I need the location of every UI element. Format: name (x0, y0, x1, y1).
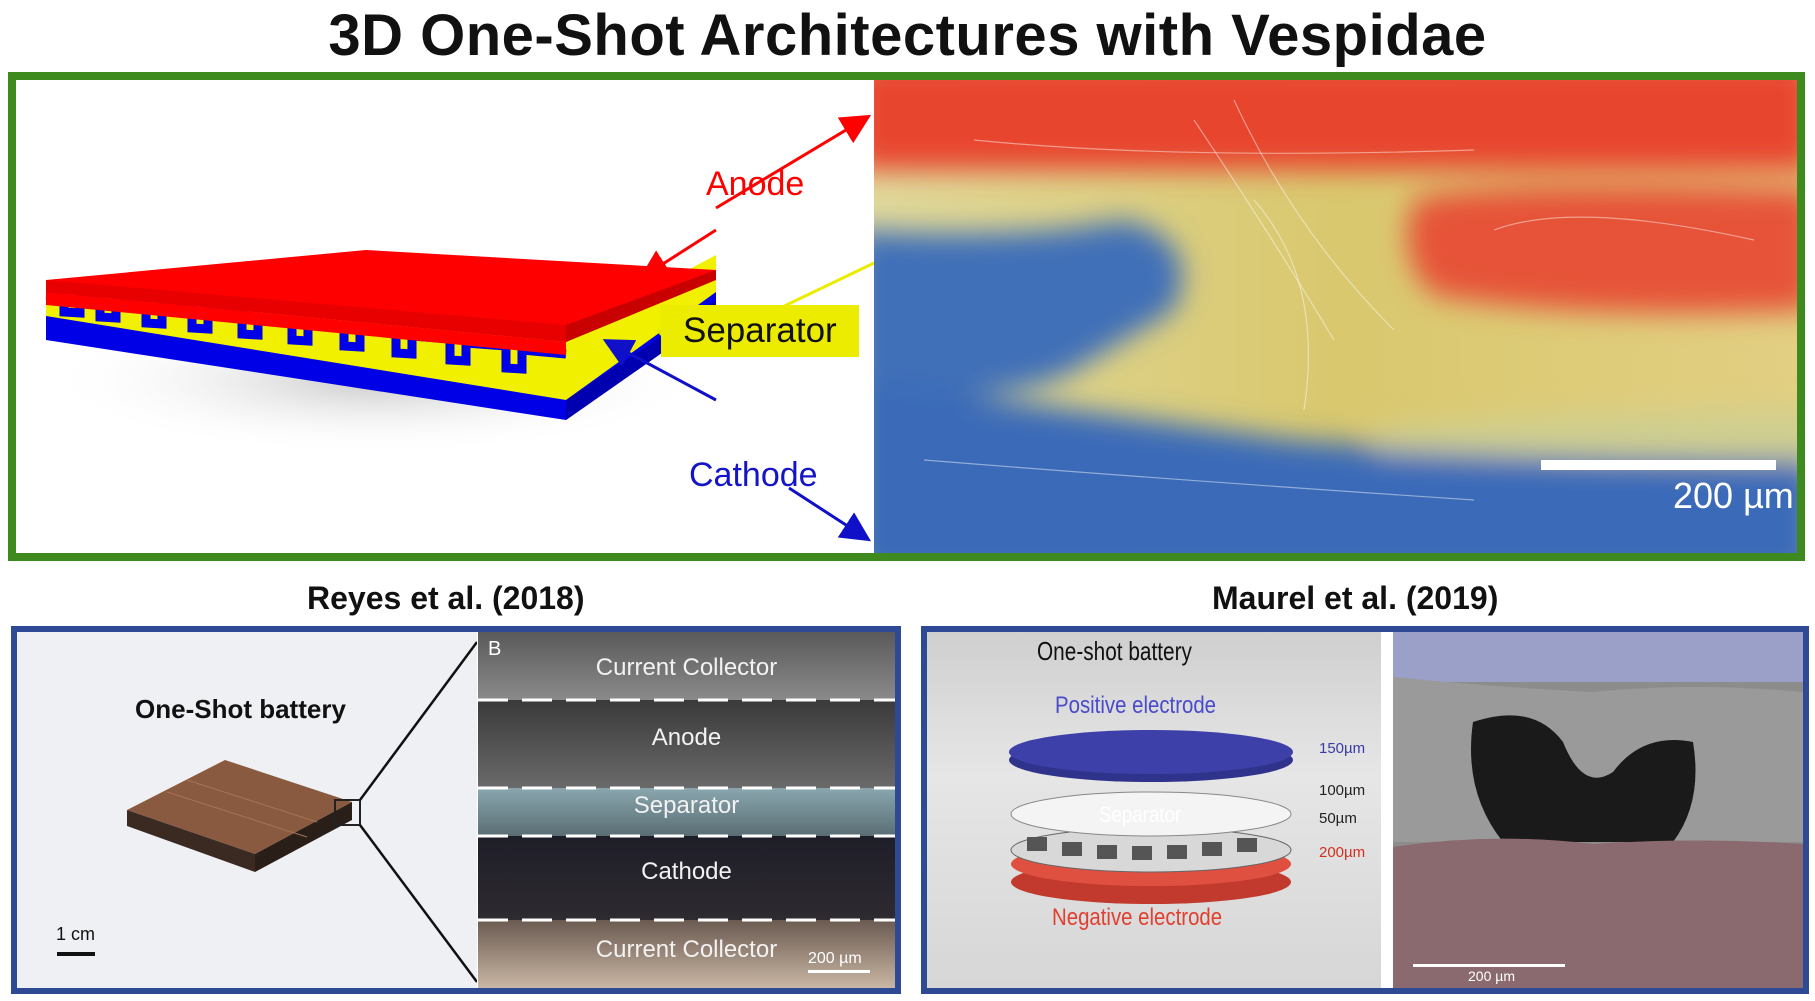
cathode-arrow-up (602, 339, 717, 402)
right-panel-heading: Maurel et al. (2019) (1212, 580, 1499, 616)
architecture-panel: Anode Separator Cathode 200 µm (8, 72, 1805, 561)
separator-label: Separator (661, 305, 859, 357)
dim-150: 150µm (1319, 740, 1366, 757)
scale-bar-label: 200 µm (1673, 475, 1794, 516)
sem-scale-bar (1413, 964, 1565, 967)
dim-50: 50µm (1319, 810, 1357, 827)
separator-disc (1010, 791, 1292, 837)
maurel-battery-label: One-shot battery (1037, 636, 1192, 666)
cm-scale-bar (57, 952, 95, 956)
layer-label-cathode: Cathode (641, 858, 732, 885)
anode-label: Anode (706, 165, 805, 203)
sem-image: 200 µm (1393, 632, 1803, 988)
dim-100: 100µm (1319, 782, 1366, 799)
battery-top (127, 760, 352, 854)
battery-schematic (45, 114, 876, 542)
zoom-box (334, 799, 361, 826)
page-title: 3D One-Shot Architectures with Vespidae (328, 3, 1487, 68)
cm-scale-label: 1 cm (56, 924, 96, 944)
inset-letter: B (488, 638, 502, 660)
layer-label-separator: Separator (633, 792, 740, 819)
sem-top-region (1393, 632, 1803, 682)
cathode-arrow-down (788, 486, 872, 542)
sem-bottom-region (1393, 838, 1803, 988)
left-panel-heading: Reyes et al. (2018) (307, 580, 585, 616)
scale-bar (1541, 460, 1776, 470)
anode-layer (46, 250, 716, 342)
battery-photo (17, 632, 477, 988)
inset-scale-label: 200 µm (808, 950, 862, 967)
layer-micrograph: B Current Collector Anode Separator Cath… (478, 632, 895, 988)
dim-200: 200µm (1319, 844, 1366, 861)
exploded-battery: One-shot battery Positive electrode Sepa… (927, 632, 1385, 988)
reyes-panel: One-Shot battery 1 cm B Current Collecto… (11, 626, 901, 994)
anode-arrow-down (638, 228, 717, 280)
maurel-panel: One-shot battery Positive electrode Sepa… (921, 626, 1809, 994)
negative-electrode-label: Negative electrode (1052, 904, 1223, 931)
layer-label-current-collector-bottom: Current Collector (595, 936, 778, 963)
battery-label: One-Shot battery (135, 694, 346, 724)
cross-section-micrograph (874, 80, 1797, 553)
layer-label-current-collector-top: Current Collector (595, 654, 778, 681)
separator-disc-label: Separator (1099, 802, 1182, 827)
sem-scale-label: 200 µm (1468, 968, 1515, 984)
layer-label-anode: Anode (651, 724, 722, 751)
sem-void (1471, 715, 1696, 842)
separator-arrow-right (775, 260, 876, 312)
positive-electrode-label: Positive electrode (1055, 692, 1217, 719)
cathode-label: Cathode (689, 456, 818, 494)
anode-arrow-up (715, 114, 872, 210)
interdigitated-structure (1027, 837, 1257, 860)
